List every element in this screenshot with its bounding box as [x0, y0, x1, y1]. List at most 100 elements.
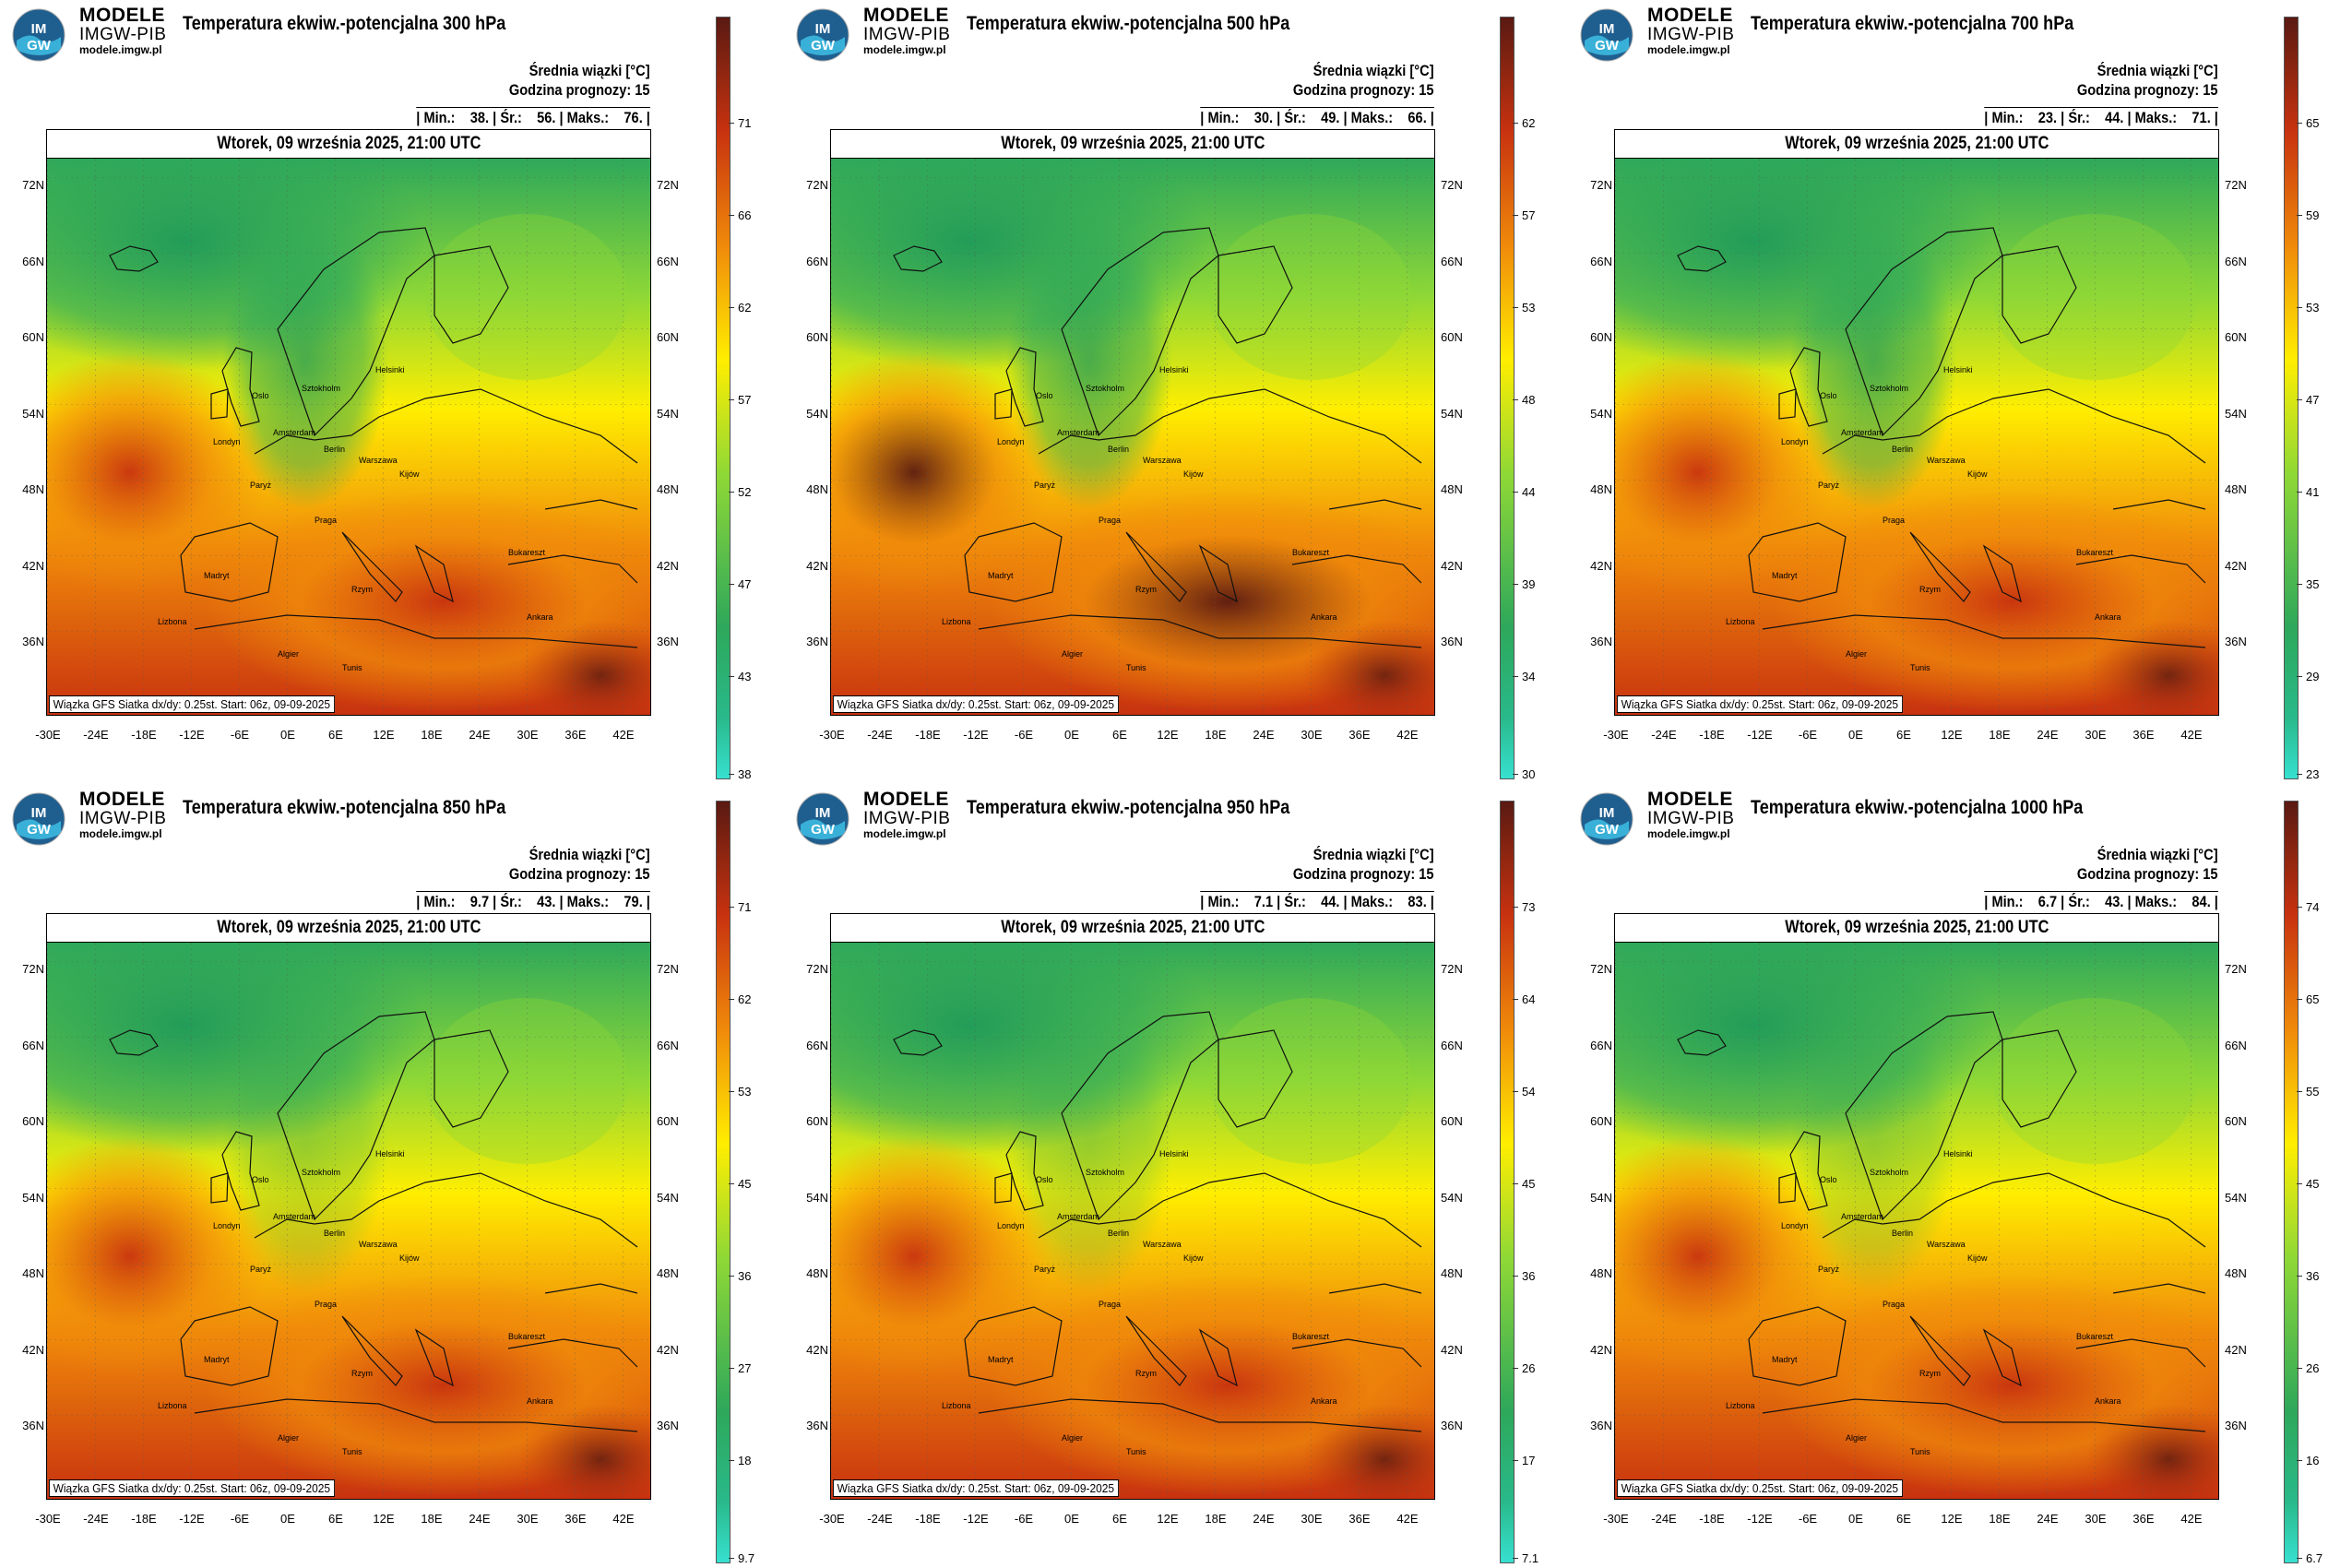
- lon-label: 42E: [2180, 1512, 2203, 1526]
- brand-url[interactable]: modele.imgw.pl: [863, 42, 946, 56]
- svg-text:Warszawa: Warszawa: [1143, 1240, 1182, 1249]
- lon-label: 36E: [1348, 1512, 1371, 1526]
- svg-text:Praga: Praga: [1883, 516, 1905, 525]
- temperature-map[interactable]: Oslo Sztokholm Helsinki Londyn Amsterdam Ber…: [1615, 943, 2218, 1499]
- lat-label-right: 48N: [657, 482, 679, 496]
- temperature-map[interactable]: Oslo Sztokholm Helsinki Londyn Amsterdam Ber…: [1615, 159, 2218, 715]
- lat-label-left: 54N: [22, 1190, 44, 1205]
- lon-label: 42E: [612, 1512, 635, 1526]
- svg-text:IM: IM: [31, 21, 47, 37]
- svg-text:GW: GW: [27, 38, 52, 53]
- lat-label-left: 42N: [22, 1342, 44, 1357]
- colorbar: [2284, 801, 2299, 1563]
- svg-text:Amsterdam: Amsterdam: [273, 428, 315, 437]
- lat-label-right: 36N: [2225, 635, 2247, 648]
- model-footer: Wiązka GFS Siatka dx/dy: 0.25st. Start: …: [833, 695, 1119, 713]
- brand-block: MODELE IMGW-PIB modele.imgw.pl: [79, 789, 166, 840]
- lon-label: 42E: [1396, 1512, 1419, 1526]
- brand-block: MODELE IMGW-PIB modele.imgw.pl: [863, 5, 950, 56]
- colorbar-label: 57: [738, 393, 752, 407]
- lat-label-right: 48N: [2225, 482, 2247, 496]
- lon-label: 6E: [1112, 1512, 1127, 1526]
- lat-label-right: 54N: [657, 406, 679, 421]
- svg-text:Kijów: Kijów: [1967, 469, 1988, 479]
- svg-text:Oslo: Oslo: [252, 1175, 269, 1184]
- panel-title: Temperatura ekwiw.-potencjalna 850 hPa: [183, 797, 506, 818]
- info-units: Średnia wiązki [°C]: [1313, 62, 1434, 79]
- brand-url[interactable]: modele.imgw.pl: [79, 42, 162, 56]
- svg-text:Amsterdam: Amsterdam: [1841, 428, 1883, 437]
- svg-text:Kijów: Kijów: [1183, 469, 1204, 479]
- colorbar-label: 64: [1522, 992, 1536, 1006]
- brand-url[interactable]: modele.imgw.pl: [1647, 826, 1730, 840]
- info-forecast-hour: Godzina prognozy: 15: [1293, 865, 1434, 884]
- brand-url[interactable]: modele.imgw.pl: [1647, 42, 1730, 56]
- panel-stats: | Min.: 23. | Śr.: 44. | Maks.: 71. |: [1984, 107, 2218, 126]
- valid-date-text: Wtorek, 09 września 2025, 21:00 UTC: [1000, 918, 1265, 937]
- svg-text:Ankara: Ankara: [1311, 1396, 1337, 1406]
- lon-label: -18E: [131, 728, 157, 742]
- valid-date-text: Wtorek, 09 września 2025, 21:00 UTC: [216, 134, 481, 153]
- lon-label: -18E: [131, 1512, 157, 1526]
- colorbar-label: 65: [2306, 992, 2320, 1006]
- lon-label: 18E: [1989, 728, 2011, 742]
- colorbar-tick: [1513, 1368, 1518, 1369]
- coastline-outlines: [1677, 1011, 2206, 1432]
- colorbar-label: 62: [738, 992, 752, 1006]
- svg-text:Lizbona: Lizbona: [942, 617, 971, 626]
- svg-text:Rzym: Rzym: [1135, 585, 1157, 594]
- lat-label-right: 48N: [657, 1266, 679, 1280]
- lat-label-right: 48N: [1441, 482, 1463, 496]
- info-units: Średnia wiązki [°C]: [2097, 846, 2218, 863]
- lat-label-left: 54N: [1590, 1190, 1612, 1205]
- lon-label: -6E: [1014, 728, 1034, 742]
- panel-stats: | Min.: 9.7 | Śr.: 43. | Maks.: 79. |: [416, 891, 650, 910]
- temperature-map[interactable]: Oslo Sztokholm Helsinki Londyn Amsterdam Ber…: [831, 159, 1434, 715]
- lon-label: -18E: [915, 1512, 941, 1526]
- svg-text:GW: GW: [811, 38, 836, 53]
- colorbar-tick: [729, 492, 734, 493]
- lat-label-left: 72N: [1590, 962, 1612, 976]
- forecast-panel: IM GW MODELE IMGW-PIB modele.imgw.pl Tem…: [784, 784, 1568, 1568]
- svg-text:Algier: Algier: [278, 649, 299, 659]
- lon-label: 0E: [1064, 1512, 1079, 1526]
- lat-label-left: 66N: [22, 254, 44, 268]
- temperature-map[interactable]: Oslo Sztokholm Helsinki Londyn Amsterdam Ber…: [47, 943, 650, 1499]
- colorbar-tick: [1513, 1460, 1518, 1461]
- panel-title: Temperatura ekwiw.-potencjalna 500 hPa: [967, 13, 1290, 34]
- svg-text:Tunis: Tunis: [342, 663, 362, 672]
- colorbar-label: 17: [1522, 1454, 1536, 1467]
- svg-text:IM: IM: [815, 21, 831, 37]
- colorbar-label: 74: [2306, 900, 2320, 914]
- brand-url[interactable]: modele.imgw.pl: [79, 826, 162, 840]
- lat-label-left: 36N: [22, 1419, 44, 1432]
- temperature-map[interactable]: Oslo Sztokholm Helsinki Londyn Amsterdam Ber…: [47, 159, 650, 715]
- lat-label-left: 60N: [1590, 330, 1612, 344]
- lon-label: 0E: [1848, 1512, 1863, 1526]
- colorbar-tick: [1513, 774, 1518, 775]
- colorbar-tick: [729, 123, 734, 124]
- valid-date-text: Wtorek, 09 września 2025, 21:00 UTC: [216, 918, 481, 937]
- lon-label: 24E: [469, 1512, 491, 1526]
- lat-label-right: 42N: [1441, 558, 1463, 573]
- map-frame: Wtorek, 09 września 2025, 21:00 UTC: [46, 913, 651, 1500]
- lat-label-right: 54N: [1441, 406, 1463, 421]
- lat-label-right: 60N: [2225, 330, 2247, 344]
- colorbar-tick: [2297, 774, 2302, 775]
- panel-stats: | Min.: 7.1 | Śr.: 44. | Maks.: 83. |: [1200, 891, 1434, 910]
- brand-url[interactable]: modele.imgw.pl: [863, 826, 946, 840]
- city-labels: Oslo Sztokholm Helsinki Londyn Amsterdam Ber…: [942, 365, 1337, 672]
- colorbar-tick: [1513, 492, 1518, 493]
- svg-text:Bukareszt: Bukareszt: [2076, 1332, 2114, 1341]
- panel-title: Temperatura ekwiw.-potencjalna 950 hPa: [967, 797, 1290, 818]
- lon-label: 6E: [328, 728, 343, 742]
- lat-label-right: 72N: [2225, 962, 2247, 976]
- lon-label: 0E: [1064, 728, 1079, 742]
- colorbar-label: 34: [1522, 670, 1536, 683]
- svg-text:Paryż: Paryż: [1818, 1265, 1840, 1274]
- svg-text:Berlin: Berlin: [324, 445, 345, 454]
- svg-text:Berlin: Berlin: [1892, 445, 1913, 454]
- colorbar-label: 39: [1522, 577, 1536, 591]
- temperature-map[interactable]: Oslo Sztokholm Helsinki Londyn Amsterdam Ber…: [831, 943, 1434, 1499]
